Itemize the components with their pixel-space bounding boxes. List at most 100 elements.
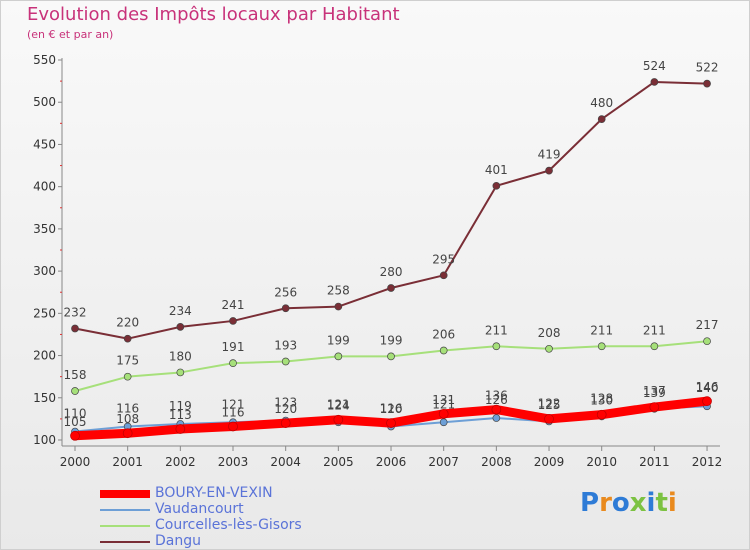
series-point-2 xyxy=(176,368,185,377)
y-tick-label: 150 xyxy=(33,391,56,405)
series-point-1 xyxy=(439,418,448,427)
x-tick-label: 2008 xyxy=(481,455,512,469)
series-point-2 xyxy=(229,359,237,368)
series-point-0 xyxy=(333,414,344,425)
x-tick-label: 2011 xyxy=(639,455,670,469)
series-point-0 xyxy=(438,408,449,419)
series-point-2 xyxy=(334,352,343,361)
series-point-3 xyxy=(71,324,79,333)
data-label: 180 xyxy=(169,349,192,363)
data-label: 211 xyxy=(590,323,613,337)
series-point-3 xyxy=(123,334,132,343)
series-point-0 xyxy=(70,430,80,441)
legend-swatch xyxy=(100,525,150,527)
data-label: 199 xyxy=(380,333,403,347)
legend-swatch xyxy=(100,509,150,511)
x-tick-label: 2003 xyxy=(218,455,249,469)
x-tick-label: 2001 xyxy=(112,455,143,469)
series-point-2 xyxy=(545,344,553,353)
data-label: 116 xyxy=(116,401,139,415)
legend-label: Courcelles-lès-Gisors xyxy=(155,517,302,533)
logo-letter: x xyxy=(629,488,647,518)
series-point-0 xyxy=(280,418,291,428)
chart-subtitle: (en € et par an) xyxy=(27,28,114,41)
series-point-3 xyxy=(439,271,448,280)
series-point-3 xyxy=(492,181,501,190)
data-label: 199 xyxy=(327,333,350,347)
logo-letter: r xyxy=(599,488,612,518)
y-tick-label: 200 xyxy=(33,349,56,363)
data-label: 108 xyxy=(116,412,139,426)
data-label: 120 xyxy=(274,402,297,416)
series-point-2 xyxy=(650,342,659,351)
series-point-0 xyxy=(649,402,660,412)
data-label: 258 xyxy=(327,284,350,298)
data-label: 191 xyxy=(222,340,245,354)
y-tick-label: 100 xyxy=(33,433,56,447)
series-point-3 xyxy=(229,317,237,325)
data-label: 140 xyxy=(696,381,719,395)
y-tick-label: 350 xyxy=(33,222,56,236)
legend-label: Vaudancourt xyxy=(155,501,244,517)
data-label: 136 xyxy=(485,389,508,403)
data-label: 126 xyxy=(485,393,508,407)
series-point-2 xyxy=(703,337,711,346)
logo-letter: t xyxy=(655,488,668,518)
data-label: 120 xyxy=(380,402,403,416)
y-tick-label: 550 xyxy=(33,53,56,67)
x-tick-label: 2004 xyxy=(270,455,301,469)
data-label: 295 xyxy=(432,252,455,266)
data-label: 211 xyxy=(643,323,666,337)
data-label: 122 xyxy=(538,396,561,410)
series-line-3 xyxy=(74,80,709,340)
x-tick-label: 2002 xyxy=(165,455,196,469)
data-label: 220 xyxy=(116,316,139,330)
x-tick-label: 2012 xyxy=(692,455,723,469)
data-label: 139 xyxy=(643,386,666,400)
x-tick-label: 2007 xyxy=(428,455,459,469)
series-point-3 xyxy=(387,284,395,292)
data-label: 146 xyxy=(696,380,719,394)
series-point-2 xyxy=(492,342,501,351)
data-label: 130 xyxy=(590,394,613,408)
data-label: 524 xyxy=(643,59,666,73)
x-tick-label: 2006 xyxy=(376,455,407,469)
series-point-3 xyxy=(545,166,553,175)
legend-label: Dangu xyxy=(155,533,201,549)
x-tick-label: 2010 xyxy=(586,455,617,469)
y-tick-label: 450 xyxy=(33,137,56,151)
series-point-2 xyxy=(123,372,132,381)
x-tick-label: 2000 xyxy=(60,455,91,469)
series-point-3 xyxy=(597,115,606,123)
series-point-2 xyxy=(71,387,79,395)
y-tick-label: 500 xyxy=(33,95,56,109)
series-point-0 xyxy=(491,404,502,415)
data-label: 121 xyxy=(327,397,350,411)
data-label: 241 xyxy=(222,298,245,312)
series-point-3 xyxy=(334,302,343,311)
data-label: 419 xyxy=(538,148,561,162)
data-label: 124 xyxy=(327,399,350,413)
data-label: 131 xyxy=(432,393,455,407)
series-point-2 xyxy=(439,346,448,355)
data-label: 123 xyxy=(274,396,297,410)
data-label: 125 xyxy=(538,398,561,412)
data-label: 211 xyxy=(485,323,508,337)
data-label: 208 xyxy=(538,326,561,340)
data-label: 280 xyxy=(380,265,403,279)
series-point-0 xyxy=(175,424,186,434)
series-point-0 xyxy=(386,418,396,428)
data-label: 193 xyxy=(274,338,297,352)
series-point-1 xyxy=(492,414,501,422)
data-label: 158 xyxy=(64,368,87,382)
data-label: 121 xyxy=(222,397,245,411)
series-point-0 xyxy=(702,396,712,407)
logo-letter: i xyxy=(667,488,677,518)
series-point-3 xyxy=(176,322,185,331)
y-tick-label: 400 xyxy=(33,180,56,194)
x-tick-label: 2009 xyxy=(534,455,565,469)
data-label: 116 xyxy=(222,405,245,419)
series-point-3 xyxy=(650,78,659,86)
